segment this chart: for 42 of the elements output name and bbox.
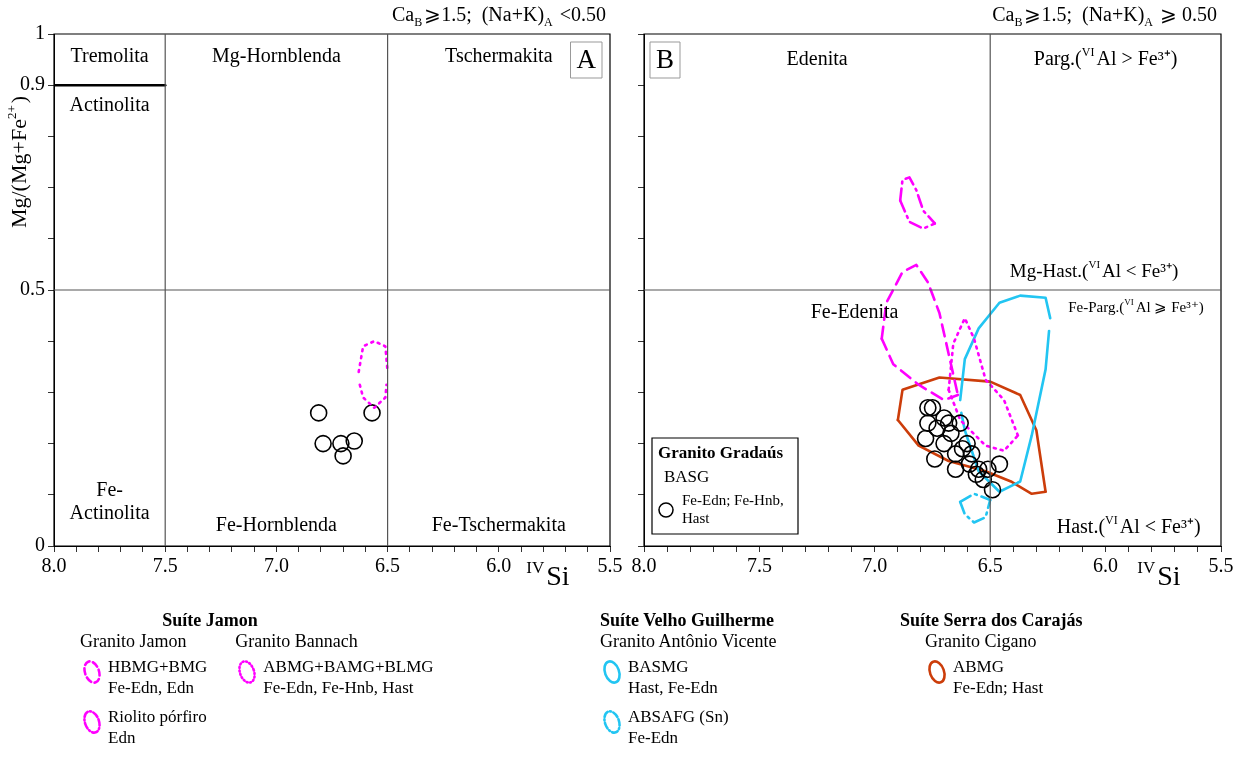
legend-label: Riolito pórfiro Edn (108, 706, 207, 748)
text: Suíte Velho Guilherme (600, 610, 775, 631)
legend-label: Fe-Edn; Fe-Hnb, Hast (682, 492, 784, 526)
x-tick-label: 7.0 (862, 554, 888, 577)
x-tick-label: 7.5 (152, 554, 178, 577)
y-tick-label: 0 (35, 533, 45, 556)
legend-label: BASMG Hast, Fe-Edn (628, 656, 718, 698)
legend-label: HBMG+BMG Fe-Edn, Edn (108, 656, 208, 698)
annotation: Tremolita (70, 44, 149, 67)
text: Suíte Serra dos Carajás (900, 610, 1084, 631)
x-tick-label: 8.0 (631, 554, 657, 577)
text: Granito Jamon (80, 631, 188, 652)
y-tick-label: 0.9 (20, 72, 45, 95)
text: Granito Bannach (235, 631, 359, 652)
x-tick-label: 6.5 (977, 554, 1003, 577)
legend-label: ABMG+BAMG+BLMG Fe-Edn, Fe-Hnb, Hast (263, 656, 434, 698)
x-tick-label: 6.5 (375, 554, 401, 577)
text: Granito Cigano (925, 631, 1038, 652)
x-tick-label: 8.0 (41, 554, 67, 577)
annotation: Actinolita (69, 92, 150, 115)
legend-label: ABSAFG (Sn) Fe-Edn (628, 706, 729, 748)
x-tick-label: 7.0 (263, 554, 289, 577)
annotation: Mg-Hornblenda (211, 44, 341, 68)
annotation: Fe-Tschermakita (431, 512, 566, 535)
annotation: Edenita (786, 46, 848, 69)
x-tick-label: 7.5 (746, 554, 772, 577)
text: Suíte Jamon (161, 610, 259, 631)
annotation: Fe-Hornblenda (215, 512, 338, 535)
y-axis-title: Mg/(Mg+Fe2+) (3, 95, 31, 229)
x-tick-label: 5.5 (597, 554, 623, 577)
x-tick-label: 5.5 (1208, 554, 1234, 577)
y-tick-label: 0.5 (20, 277, 45, 300)
legend-label: ABMG Fe-Edn; Hast (953, 656, 1044, 698)
annotation: Fe- Actinolita (69, 478, 150, 524)
y-tick-label: 1 (35, 21, 45, 44)
text: Granito Antônio Vicente (600, 631, 777, 652)
legend-title: Granito Gradaús BASG (658, 443, 784, 487)
chart-title: A (576, 44, 597, 75)
x-tick-label: 6.0 (486, 554, 512, 577)
chart-title: B (656, 44, 675, 75)
x-tick-label: 6.0 (1093, 554, 1119, 577)
annotation: Tschermakita (445, 44, 553, 67)
